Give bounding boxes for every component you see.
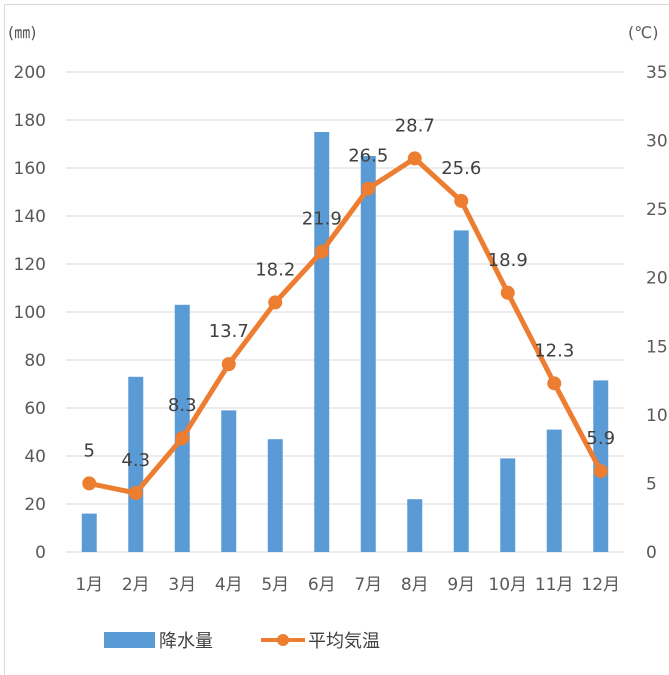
data-label: 26.5 — [348, 146, 388, 167]
data-label: 13.7 — [209, 321, 249, 342]
legend: 降水量 平均気温 — [104, 631, 380, 652]
data-label: 4.3 — [121, 450, 150, 471]
data-label: 5 — [84, 440, 95, 461]
temperature-line — [86, 155, 604, 496]
right-axis-tick-label: 35 — [646, 63, 668, 83]
temperature-data-labels: 5 4.3 8.3 13.7 18.2 21.9 26.5 28.7 25.6 18.9 12.3 5… — [84, 115, 616, 471]
temperature-markers — [82, 151, 608, 501]
bar — [453, 230, 469, 552]
line-point — [593, 464, 608, 479]
x-axis-tick-label: 4月 — [215, 575, 243, 595]
bar — [360, 156, 376, 552]
data-label: 8.3 — [168, 395, 197, 416]
line-point — [547, 376, 562, 391]
left-axis-unit: (㎜) — [8, 23, 37, 42]
right-axis-tick-label: 25 — [646, 200, 668, 220]
line-point — [454, 193, 469, 208]
data-label: 21.9 — [302, 209, 342, 230]
x-axis-tick-label: 8月 — [401, 575, 429, 595]
x-axis-tick-label: 5月 — [261, 575, 289, 595]
bar — [128, 376, 144, 552]
right-axis-tick-label: 20 — [646, 269, 668, 289]
data-label: 28.7 — [395, 115, 435, 136]
line-point — [128, 486, 143, 501]
legend-label-precipitation: 降水量 — [159, 631, 213, 652]
bar — [81, 513, 97, 552]
x-axis-tick-label: 10月 — [488, 575, 527, 595]
line-point — [82, 476, 97, 491]
line-point — [175, 431, 190, 446]
left-axis-tick-label: 100 — [14, 303, 46, 323]
right-axis-tick-label: 30 — [646, 132, 668, 152]
precipitation-bars — [81, 132, 609, 552]
x-axis-tick-label: 9月 — [447, 575, 475, 595]
x-axis-tick-label: 7月 — [354, 575, 382, 595]
x-axis-tick-label: 2月 — [122, 575, 150, 595]
right-axis-tick-label: 5 — [646, 474, 657, 494]
left-axis-tick-label: 80 — [24, 351, 46, 371]
left-axis-tick-label: 160 — [14, 159, 46, 179]
right-axis-tick-label: 10 — [646, 406, 668, 426]
gridlines — [66, 71, 624, 553]
line-point — [221, 357, 236, 372]
legend-swatch-precipitation — [104, 632, 155, 648]
left-axis-tick-label: 60 — [24, 399, 46, 419]
line-point — [268, 295, 283, 310]
x-axis: 1月 2月 3月 4月 5月 6月 7月 8月 9月 10月 11月 12月 — [75, 575, 620, 595]
left-y-axis: (㎜) 0 20 40 60 80 100 120 140 160 180 200 — [8, 23, 46, 563]
line-point — [361, 181, 376, 196]
data-label: 12.3 — [534, 340, 574, 361]
data-label: 25.6 — [441, 158, 481, 179]
right-axis-tick-label: 15 — [646, 337, 668, 357]
line-point — [407, 151, 422, 166]
left-axis-tick-label: 120 — [14, 255, 46, 275]
line-point — [500, 285, 515, 300]
bar — [174, 304, 190, 552]
right-axis-unit: (℃) — [628, 23, 658, 42]
bar — [546, 429, 562, 552]
data-label: 18.9 — [488, 250, 528, 271]
data-label: 5.9 — [586, 428, 615, 449]
x-axis-tick-label: 1月 — [75, 575, 103, 595]
bar — [221, 410, 237, 552]
right-axis-tick-label: 0 — [646, 543, 657, 563]
bar — [407, 499, 423, 552]
x-axis-tick-label: 3月 — [168, 575, 196, 595]
legend-swatch-temperature-marker — [277, 634, 289, 646]
left-axis-tick-label: 20 — [24, 495, 46, 515]
temperature-series-line — [86, 155, 604, 496]
left-axis-tick-label: 0 — [35, 543, 46, 563]
bar — [314, 132, 330, 552]
legend-label-temperature: 平均気温 — [308, 631, 380, 652]
bar — [267, 439, 283, 552]
left-axis-tick-label: 200 — [14, 63, 46, 83]
left-axis-tick-label: 40 — [24, 447, 46, 467]
right-y-axis: (℃) 0 5 10 15 20 25 30 35 — [628, 23, 668, 563]
x-axis-tick-label: 12月 — [581, 575, 620, 595]
x-axis-tick-label: 6月 — [308, 575, 336, 595]
x-axis-tick-label: 11月 — [535, 575, 574, 595]
left-axis-tick-label: 140 — [14, 207, 46, 227]
bar — [500, 458, 516, 552]
data-label: 18.2 — [255, 259, 295, 280]
chart-area — [4, 4, 669, 675]
left-axis-tick-label: 180 — [14, 111, 46, 131]
line-point — [314, 244, 329, 259]
